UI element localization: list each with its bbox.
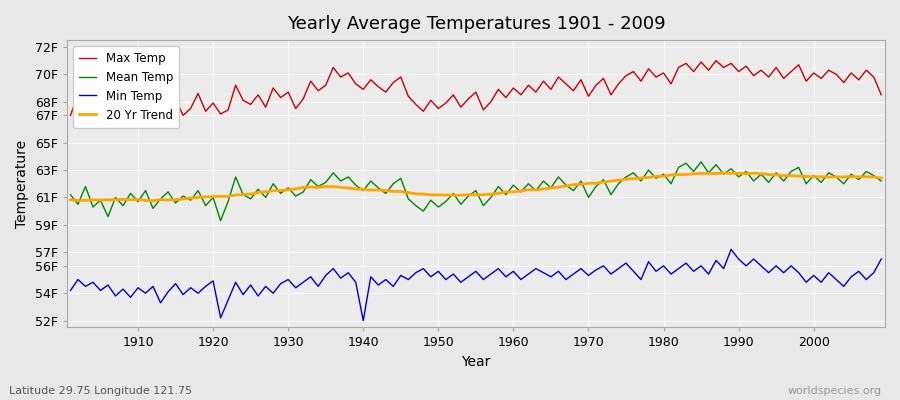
Max Temp [125,105,136,110]
Min Temp [516,277,526,282]
20 Yr Trend [516,188,526,193]
Max Temp [336,75,346,80]
Min Temp [508,269,518,274]
Line: Min Temp: Min Temp [70,250,881,320]
Title: Yearly Average Temperatures 1901 - 2009: Yearly Average Temperatures 1901 - 2009 [286,15,665,33]
20 Yr Trend [508,190,518,194]
Line: Mean Temp: Mean Temp [70,162,881,221]
20 Yr Trend [718,170,729,175]
Max Temp [500,95,511,100]
X-axis label: Year: Year [461,355,491,369]
Max Temp [291,106,302,111]
Line: Max Temp: Max Temp [70,61,881,115]
Min Temp [65,288,76,293]
Mean Temp [125,191,136,196]
Max Temp [598,76,609,81]
Min Temp [125,295,136,300]
20 Yr Trend [125,197,136,202]
Mean Temp [876,179,886,184]
Min Temp [725,247,736,252]
Line: 20 Yr Trend: 20 Yr Trend [70,173,881,201]
Max Temp [711,58,722,63]
Mean Temp [508,183,518,188]
Mean Temp [343,174,354,179]
Mean Temp [696,160,706,164]
Mean Temp [298,190,309,194]
Min Temp [876,257,886,262]
Min Temp [606,272,616,276]
20 Yr Trend [148,198,158,203]
20 Yr Trend [343,186,354,190]
Y-axis label: Temperature: Temperature [15,140,29,228]
Max Temp [65,113,76,118]
Mean Temp [215,218,226,223]
Min Temp [336,276,346,280]
20 Yr Trend [65,198,76,202]
Mean Temp [65,192,76,197]
Mean Temp [606,192,616,197]
20 Yr Trend [606,179,616,184]
Min Temp [291,285,302,290]
20 Yr Trend [876,176,886,180]
Min Temp [358,318,369,323]
Mean Temp [516,190,526,194]
Max Temp [876,92,886,97]
Max Temp [508,86,518,90]
Legend: Max Temp, Mean Temp, Min Temp, 20 Yr Trend: Max Temp, Mean Temp, Min Temp, 20 Yr Tre… [73,46,179,128]
20 Yr Trend [298,185,309,190]
Text: Latitude 29.75 Longitude 121.75: Latitude 29.75 Longitude 121.75 [9,386,192,396]
Text: worldspecies.org: worldspecies.org [788,386,882,396]
